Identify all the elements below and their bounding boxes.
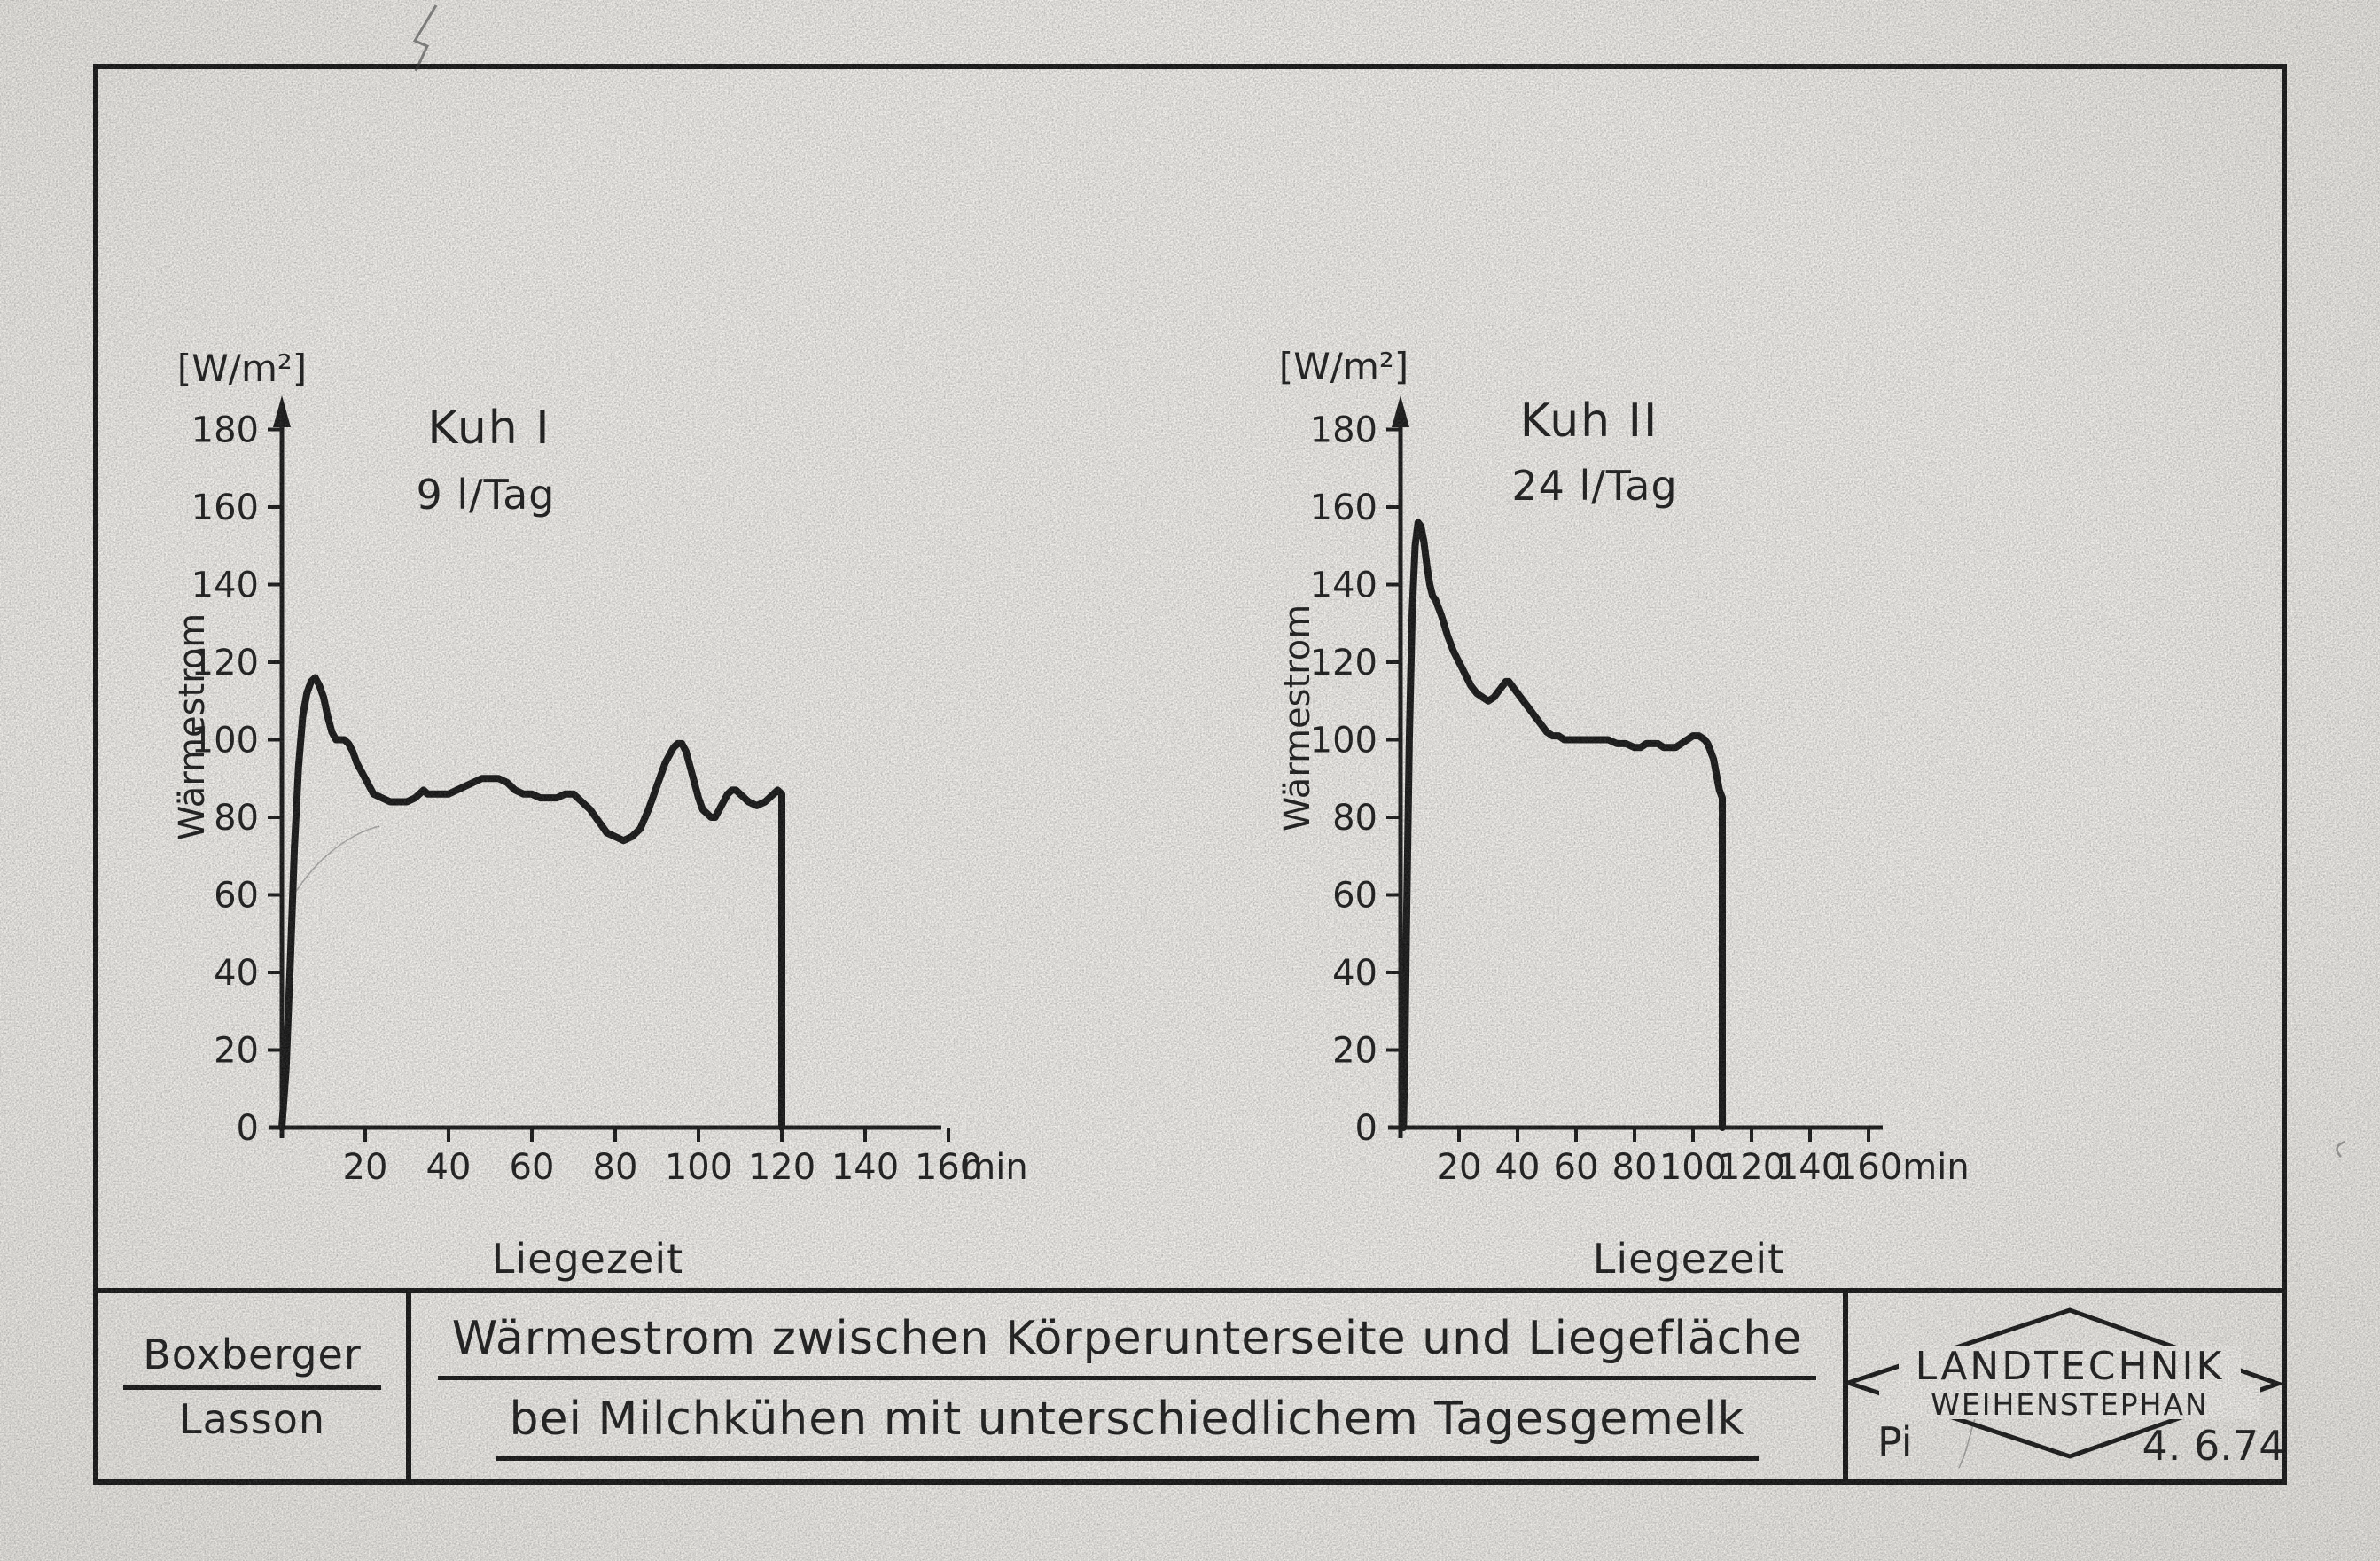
chart-2-labels: Kuh II 24 l/Tag [W/m²] Wärmestrom Liegez… <box>1277 345 1970 1283</box>
x-tick-label: 100 <box>1659 1147 1727 1188</box>
drafter-initials: Pi <box>1877 1418 1913 1466</box>
x-tick-label: 60 <box>510 1147 555 1188</box>
y-tick-label: 140 <box>1310 566 1377 606</box>
chart-2-subtitle: 24 l/Tag <box>1511 462 1677 510</box>
logo-line-2: WEIHENSTEPHAN <box>1931 1387 2209 1422</box>
y-tick-label: 180 <box>1310 410 1377 451</box>
y-tick-label: 100 <box>1310 721 1377 761</box>
y-tick-label: 40 <box>1332 953 1377 994</box>
author-name-1: Boxberger <box>123 1331 381 1390</box>
title-block: Boxberger Lasson Wärmestrom zwischen Kör… <box>93 1288 2287 1485</box>
kuh-1-curve <box>278 674 785 1131</box>
chart-2-title: Kuh II <box>1520 394 1659 448</box>
y-tick-label: 0 <box>237 1108 259 1149</box>
y-tick-label: 80 <box>214 798 259 839</box>
y-tick-label: 60 <box>214 876 259 917</box>
x-tick-label: 60 <box>1554 1147 1599 1188</box>
y-tick-label: 180 <box>191 410 259 451</box>
scratch-mark <box>412 4 438 72</box>
y-tick-label: 120 <box>191 643 259 683</box>
x-tick-label: 160 <box>1835 1147 1902 1188</box>
y-tick-label: 20 <box>1332 1031 1377 1072</box>
y-tick-label: 160 <box>191 488 259 528</box>
chart-1: 0 20 40 60 80 100 120 140 160 180 20 40 60 80 100 120 14… <box>191 395 982 1188</box>
chart-2-unit-label: [W/m²] <box>1279 345 1408 388</box>
chart-2-y-axis-label: Wärmestrom <box>1277 605 1318 831</box>
x-tick-label: 120 <box>748 1147 815 1188</box>
y-tick-label: 140 <box>191 566 259 606</box>
y-tick-label: 80 <box>1332 798 1377 839</box>
figure-title-line-2: bei Milchkühen mit unterschiedlichem Tag… <box>495 1393 1760 1461</box>
y-tick-label: 120 <box>1310 643 1377 683</box>
x-tick-label: 20 <box>343 1147 388 1188</box>
chart-1-unit-label: [W/m²] <box>177 347 307 390</box>
y-axis-arrow-icon <box>1392 395 1409 427</box>
chart-1-subtitle: 9 l/Tag <box>416 471 555 519</box>
y-tick-label: 60 <box>1332 876 1377 917</box>
chart-2-x-axis-label: Liegezeit <box>1593 1235 1784 1283</box>
x-tick-label: 80 <box>1612 1147 1658 1188</box>
author-name-2: Lasson <box>178 1394 326 1443</box>
kuh-2-curve <box>1400 519 1726 1131</box>
x-tick-label: 80 <box>593 1147 638 1188</box>
figure-title-cell: Wärmestrom zwischen Körperunterseite und… <box>411 1293 1848 1479</box>
x-tick-label: 160 <box>915 1147 982 1188</box>
landtechnik-logo: LANDTECHNIK WEIHENSTEPHAN Pi 4. 6.74 <box>1848 1307 2282 1470</box>
y-tick-label: 160 <box>1310 488 1377 528</box>
figure-title-line-1: Wärmestrom zwischen Körperunterseite und… <box>437 1312 1817 1380</box>
x-tick-label: 20 <box>1437 1147 1482 1188</box>
x-tick-label: 120 <box>1718 1147 1785 1188</box>
x-tick-label: 140 <box>831 1147 899 1188</box>
logo-cell: LANDTECHNIK WEIHENSTEPHAN Pi 4. 6.74 <box>1848 1293 2282 1479</box>
y-tick-label: 40 <box>214 953 259 994</box>
y-tick-label: 0 <box>1355 1108 1377 1149</box>
scratch-mark <box>2336 1140 2346 1158</box>
scratch-mark <box>292 825 380 898</box>
chart-1-x-axis-label: Liegezeit <box>492 1235 683 1283</box>
x-tick-label: 100 <box>665 1147 732 1188</box>
chart-1-labels: Kuh I 9 l/Tag [W/m²] Wärmestrom Liegezei… <box>172 347 1028 1283</box>
drawing-date: 4. 6.74 <box>2142 1422 2282 1470</box>
x-tick-label: 40 <box>426 1147 472 1188</box>
logo-line-1: LANDTECHNIK <box>1916 1344 2225 1389</box>
chart-1-title: Kuh I <box>427 402 550 455</box>
x-tick-label: 40 <box>1495 1147 1541 1188</box>
y-tick-label: 20 <box>214 1031 259 1072</box>
chart-2-x-unit: min <box>1902 1147 1969 1188</box>
y-tick-label: 100 <box>191 721 259 761</box>
y-axis-arrow-icon <box>273 395 291 427</box>
authors-cell: Boxberger Lasson <box>98 1293 411 1479</box>
x-tick-label: 140 <box>1776 1147 1844 1188</box>
